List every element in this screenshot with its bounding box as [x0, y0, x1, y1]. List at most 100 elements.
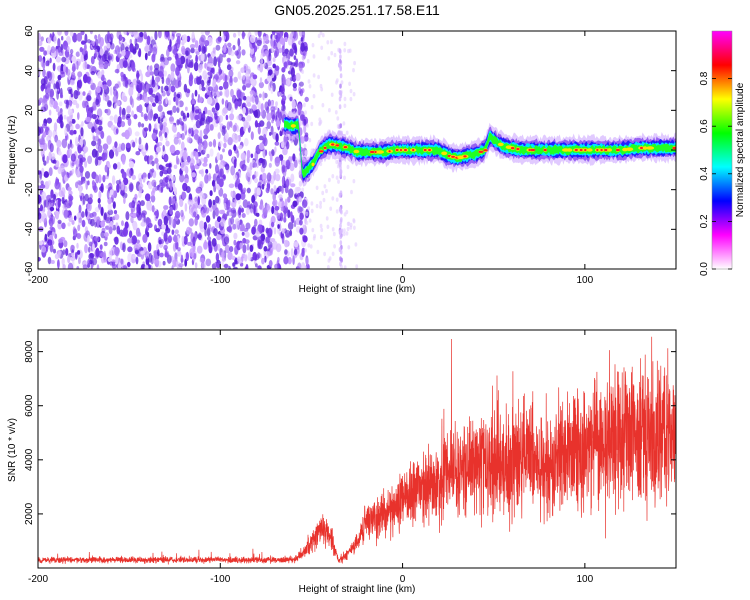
noise-blob — [200, 31, 204, 35]
noise-blob — [59, 94, 64, 99]
noise-blob — [318, 121, 321, 127]
noise-blob — [192, 236, 196, 247]
noise-blob — [38, 212, 42, 220]
snr-y-tick-label: 4000 — [24, 448, 35, 471]
noise-blob — [175, 33, 182, 38]
noise-blob — [178, 263, 184, 268]
noise-blob — [346, 164, 350, 170]
noise-blob — [97, 144, 103, 153]
noise-blob — [43, 198, 46, 208]
noise-blob — [195, 54, 199, 63]
noise-blob — [331, 196, 335, 201]
noise-blob — [61, 187, 66, 197]
noise-blob — [112, 201, 116, 209]
noise-blob — [48, 151, 52, 161]
noise-blob — [258, 135, 264, 141]
noise-blob — [186, 136, 192, 143]
noise-blob — [102, 143, 109, 150]
noise-blob — [127, 246, 133, 253]
noise-blob — [71, 168, 75, 174]
noise-blob — [233, 232, 238, 240]
noise-blob — [290, 173, 295, 183]
noise-blob — [335, 197, 339, 202]
noise-blob — [90, 234, 93, 239]
noise-blob — [109, 189, 114, 195]
snr-series-line — [38, 336, 676, 565]
noise-blob — [39, 184, 46, 189]
noise-blob — [176, 250, 182, 257]
noise-blob — [119, 241, 123, 250]
noise-blob — [247, 200, 251, 208]
noise-blob — [145, 83, 149, 90]
noise-blob — [237, 71, 242, 80]
noise-blob — [242, 237, 247, 244]
noise-blob — [247, 251, 252, 262]
noise-blob — [343, 265, 347, 269]
noise-blob — [154, 258, 160, 268]
noise-blob — [96, 129, 99, 138]
noise-blob — [122, 242, 126, 253]
noise-blob — [204, 174, 209, 184]
noise-blob — [209, 163, 212, 169]
ridge-core-hot — [528, 148, 531, 152]
noise-blob — [289, 33, 293, 40]
noise-blob — [87, 155, 93, 165]
noise-blob — [98, 125, 103, 132]
noise-blob — [282, 164, 286, 173]
noise-blob — [90, 70, 96, 76]
noise-blob — [283, 135, 289, 143]
noise-blob — [99, 48, 104, 56]
noise-blob — [282, 147, 288, 156]
noise-blob — [129, 43, 134, 53]
noise-blob — [230, 207, 236, 214]
noise-blob — [170, 85, 176, 93]
noise-blob — [67, 255, 71, 264]
noise-blob — [99, 186, 104, 192]
noise-blob — [134, 137, 138, 144]
noise-blob — [281, 185, 284, 194]
noise-blob — [236, 89, 242, 99]
noise-blob — [319, 200, 322, 206]
spike-blob — [339, 172, 343, 178]
noise-blob — [128, 202, 133, 209]
noise-blob — [144, 52, 148, 61]
ridge-core-hot — [331, 143, 335, 146]
noise-blob — [221, 257, 227, 262]
noise-blob — [118, 262, 122, 269]
noise-blob — [53, 122, 58, 132]
noise-blob — [202, 70, 208, 81]
noise-blob — [180, 141, 185, 151]
noise-blob — [88, 90, 92, 96]
noise-blob — [38, 32, 41, 41]
noise-blob — [175, 38, 181, 49]
noise-blob — [164, 85, 169, 92]
noise-blob — [234, 182, 238, 188]
noise-blob — [287, 221, 294, 230]
noise-blob — [304, 110, 307, 115]
noise-blob — [42, 60, 46, 70]
noise-blob — [40, 78, 46, 86]
noise-blob — [75, 103, 80, 109]
spectrogram-x-label: Height of straight line (km) — [299, 284, 416, 295]
noise-blob — [269, 238, 276, 243]
noise-blob — [162, 209, 167, 216]
noise-blob — [287, 256, 292, 265]
ridge-core-hot — [640, 146, 643, 150]
noise-blob — [217, 56, 221, 62]
noise-blob — [48, 217, 54, 227]
noise-blob — [258, 93, 262, 98]
noise-blob — [334, 110, 338, 115]
noise-blob — [88, 252, 94, 261]
noise-blob — [275, 119, 281, 128]
noise-blob — [47, 256, 52, 265]
noise-blob — [151, 53, 156, 63]
noise-blob — [153, 113, 159, 120]
noise-blob — [61, 196, 65, 204]
noise-blob — [290, 211, 293, 219]
noise-blob — [78, 204, 82, 213]
spike-blob — [339, 90, 343, 96]
noise-blob — [295, 72, 301, 82]
noise-blob — [84, 193, 89, 202]
noise-blob — [225, 114, 229, 121]
snr-x-label: Height of straight line (km) — [299, 584, 416, 595]
